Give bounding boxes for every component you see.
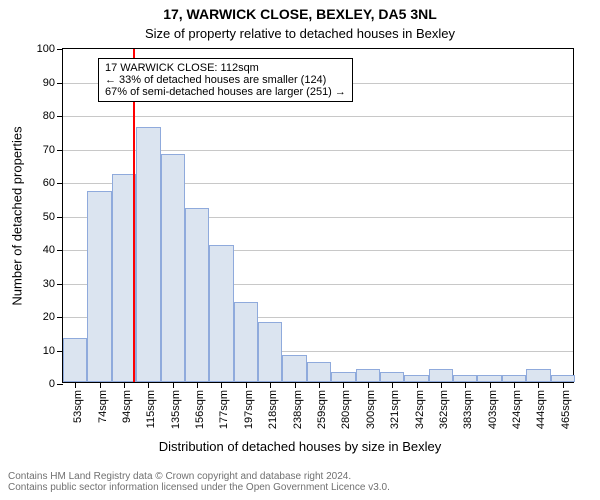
x-tick-label: 280sqm xyxy=(340,390,352,429)
x-tick-label: 156sqm xyxy=(194,390,206,429)
x-tick xyxy=(295,382,296,388)
x-tick xyxy=(514,382,515,388)
x-tick xyxy=(343,382,344,388)
x-tick-label: 115sqm xyxy=(145,390,157,428)
histogram-bar xyxy=(331,372,355,382)
x-tick-label: 362sqm xyxy=(438,390,450,429)
footer-line: Contains public sector information licen… xyxy=(8,482,592,493)
x-tick-label: 238sqm xyxy=(292,390,304,429)
x-tick xyxy=(270,382,271,388)
y-tick xyxy=(57,49,63,50)
y-tick-label: 100 xyxy=(37,43,55,55)
x-tick xyxy=(392,382,393,388)
x-tick xyxy=(563,382,564,388)
y-tick xyxy=(57,284,63,285)
y-tick-label: 30 xyxy=(43,278,55,290)
histogram-bar xyxy=(63,338,87,382)
x-tick xyxy=(417,382,418,388)
histogram-bar xyxy=(356,369,380,382)
y-tick-label: 70 xyxy=(43,144,55,156)
x-axis-label: Distribution of detached houses by size … xyxy=(0,439,600,454)
x-tick xyxy=(538,382,539,388)
histogram-bar xyxy=(234,302,258,382)
x-tick-label: 94sqm xyxy=(121,390,133,423)
footer: Contains HM Land Registry data © Crown c… xyxy=(8,471,592,493)
histogram-bar xyxy=(404,375,428,382)
x-tick-label: 53sqm xyxy=(72,390,84,423)
histogram-bar xyxy=(453,375,477,382)
y-tick-label: 60 xyxy=(43,177,55,189)
x-tick-label: 177sqm xyxy=(218,390,230,429)
histogram-bar xyxy=(87,191,111,382)
y-axis-label: Number of detached properties xyxy=(10,126,25,305)
histogram-bar xyxy=(502,375,526,382)
x-tick xyxy=(173,382,174,388)
x-tick-label: 342sqm xyxy=(414,390,426,429)
chart-subtitle: Size of property relative to detached ho… xyxy=(0,26,600,41)
chart-title: 17, WARWICK CLOSE, BEXLEY, DA5 3NL xyxy=(0,6,600,22)
histogram-bar xyxy=(136,127,160,382)
histogram-bar xyxy=(429,369,453,382)
annotation-line: ← 33% of detached houses are smaller (12… xyxy=(105,74,346,86)
x-tick-label: 383sqm xyxy=(462,390,474,429)
x-tick-label: 403sqm xyxy=(487,390,499,429)
x-tick xyxy=(246,382,247,388)
y-tick xyxy=(57,116,63,117)
y-tick xyxy=(57,317,63,318)
y-tick xyxy=(57,217,63,218)
x-tick-label: 465sqm xyxy=(560,390,572,429)
footer-line: Contains HM Land Registry data © Crown c… xyxy=(8,471,592,482)
y-tick-label: 50 xyxy=(43,211,55,223)
histogram-bar xyxy=(477,375,501,382)
histogram-bar xyxy=(185,208,209,382)
x-tick-label: 218sqm xyxy=(267,390,279,429)
x-tick-label: 74sqm xyxy=(97,390,109,423)
y-tick-label: 0 xyxy=(49,378,55,390)
x-tick-label: 424sqm xyxy=(511,390,523,429)
y-tick-label: 40 xyxy=(43,244,55,256)
grid-line xyxy=(63,116,573,117)
x-tick-label: 259sqm xyxy=(316,390,328,429)
x-tick xyxy=(368,382,369,388)
y-tick xyxy=(57,83,63,84)
y-tick-label: 20 xyxy=(43,311,55,323)
x-tick-label: 321sqm xyxy=(389,390,401,429)
y-tick-label: 80 xyxy=(43,110,55,122)
x-tick xyxy=(124,382,125,388)
y-tick-label: 10 xyxy=(43,345,55,357)
x-tick xyxy=(221,382,222,388)
annotation-line: 17 WARWICK CLOSE: 112sqm xyxy=(105,62,346,74)
chart-container: 17, WARWICK CLOSE, BEXLEY, DA5 3NL Size … xyxy=(0,0,600,500)
x-tick-label: 300sqm xyxy=(365,390,377,429)
x-tick xyxy=(148,382,149,388)
histogram-bar xyxy=(380,372,404,382)
histogram-bar xyxy=(307,362,331,382)
x-tick xyxy=(465,382,466,388)
histogram-bar xyxy=(551,375,575,382)
annotation-box: 17 WARWICK CLOSE: 112sqm← 33% of detache… xyxy=(98,58,353,102)
y-tick xyxy=(57,150,63,151)
y-tick xyxy=(57,250,63,251)
x-tick xyxy=(441,382,442,388)
x-tick-label: 444sqm xyxy=(535,390,547,429)
y-tick xyxy=(57,183,63,184)
x-tick-label: 197sqm xyxy=(243,390,255,429)
histogram-bar xyxy=(161,154,185,382)
y-tick xyxy=(57,384,63,385)
histogram-bar xyxy=(258,322,282,382)
x-tick xyxy=(319,382,320,388)
x-tick xyxy=(75,382,76,388)
histogram-bar xyxy=(526,369,550,382)
x-tick xyxy=(100,382,101,388)
histogram-bar xyxy=(282,355,306,382)
y-tick-label: 90 xyxy=(43,77,55,89)
x-tick-label: 135sqm xyxy=(170,390,182,429)
histogram-bar xyxy=(209,245,233,382)
x-tick xyxy=(197,382,198,388)
annotation-line: 67% of semi-detached houses are larger (… xyxy=(105,86,346,98)
x-tick xyxy=(490,382,491,388)
